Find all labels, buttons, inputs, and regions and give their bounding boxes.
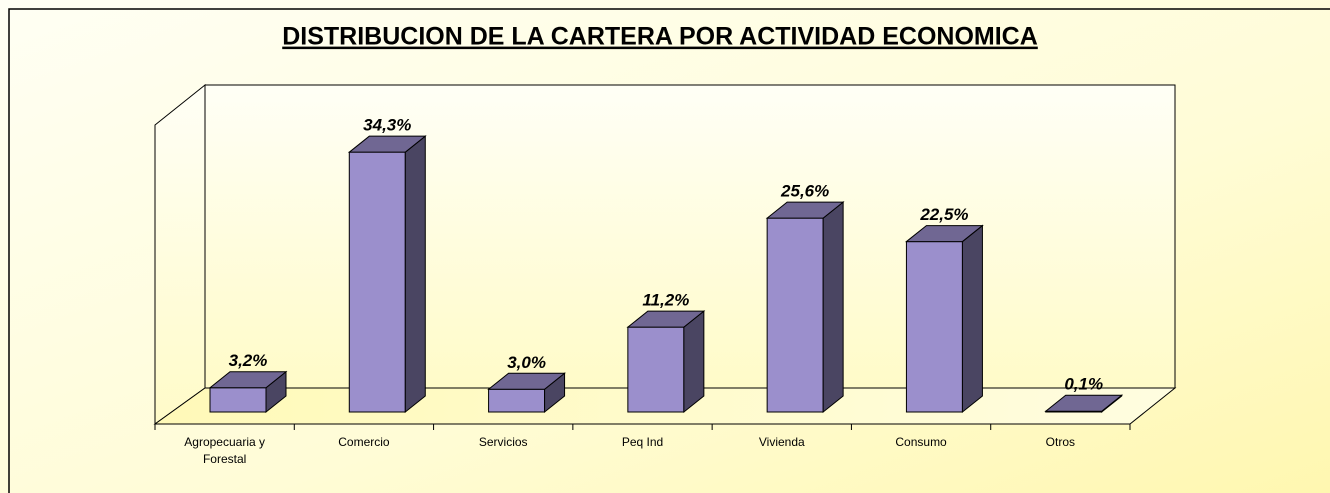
bar-top <box>487 372 566 390</box>
bar-top <box>1044 394 1124 412</box>
chart-title: DISTRIBUCION DE LA CARTERA POR ACTIVIDAD… <box>282 23 1038 51</box>
value-label: 3,0% <box>507 353 546 372</box>
x-tick-label: Vivienda <box>758 435 805 449</box>
x-tick-label: Consumo <box>895 435 947 449</box>
value-label: 34,3% <box>363 116 411 135</box>
bar-front <box>627 326 685 413</box>
bar-front <box>209 387 267 413</box>
value-label: 11,2% <box>642 291 689 310</box>
bar <box>208 370 288 414</box>
bar <box>1044 394 1124 414</box>
value-label: 22,5% <box>919 205 968 224</box>
value-label: 25,6% <box>780 182 829 201</box>
bar-front <box>905 241 963 413</box>
bar <box>905 224 984 414</box>
bar-top <box>208 371 288 389</box>
x-tick-label: Agropecuaria y Forestal <box>184 435 265 466</box>
value-label: 3,2% <box>229 351 268 370</box>
bar-top <box>347 135 427 153</box>
x-tick-label: Otros <box>1045 435 1076 449</box>
side-wall <box>154 83 206 425</box>
bar <box>487 372 566 414</box>
bar-side <box>404 135 426 414</box>
bar-front <box>766 217 824 413</box>
x-tick-label: Servicios <box>478 435 528 449</box>
bar-side <box>822 201 844 414</box>
bar-side <box>961 224 983 414</box>
value-label: 0,1% <box>1064 375 1103 394</box>
x-tick-label: Comercio <box>338 435 390 449</box>
bar-top <box>905 225 984 243</box>
bar-side <box>683 310 705 414</box>
bar-top <box>626 310 706 328</box>
bar-front <box>488 388 546 413</box>
x-tick-label: Peq Ind <box>621 435 664 449</box>
bar-front <box>348 151 406 413</box>
bar <box>765 201 845 414</box>
bar <box>626 310 706 414</box>
bar-top <box>765 201 845 219</box>
frame <box>8 8 1330 493</box>
bar <box>347 135 427 414</box>
